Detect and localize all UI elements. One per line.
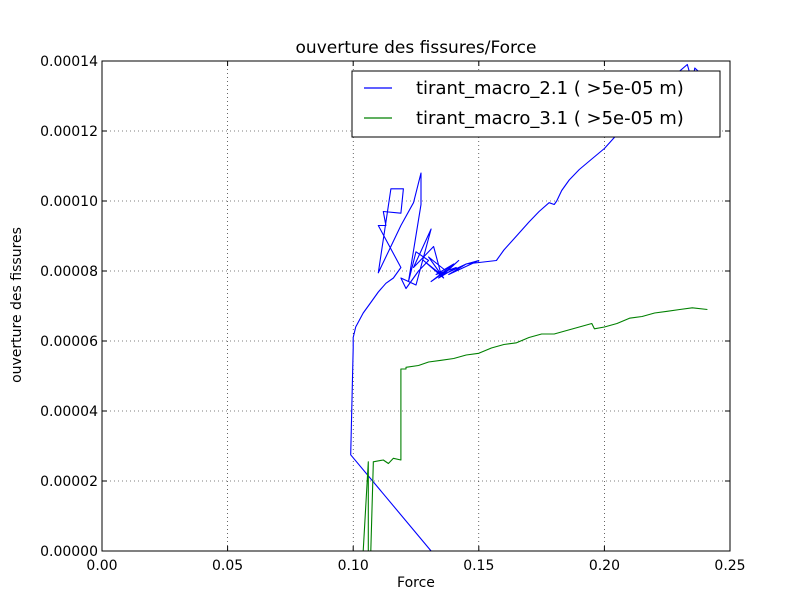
x-tick-label: 0.25 (714, 558, 745, 574)
y-tick-label: 0.00006 (40, 334, 98, 350)
x-tick-label: 0.20 (589, 558, 620, 574)
ticks: 0.00 0.05 0.10 0.15 0.20 0.25 0.00000 0.00002 0.… (40, 54, 745, 574)
y-tick-label: 0.00004 (40, 404, 98, 420)
legend-label-series-1: tirant_macro_2.1 ( >5e-05 m) (416, 78, 684, 99)
x-tick-label: 0.15 (463, 558, 494, 574)
x-tick-label: 0.10 (338, 558, 369, 574)
y-tick-label: 0.00010 (40, 194, 98, 210)
x-tick-label: 0.05 (212, 558, 243, 574)
x-tick-label: 0.00 (86, 558, 117, 574)
legend-label-series-2: tirant_macro_3.1 ( >5e-05 m) (416, 108, 684, 129)
y-tick-label: 0.00008 (40, 264, 98, 280)
x-axis-label: Force (397, 575, 435, 591)
y-tick-label: 0.00000 (40, 544, 98, 560)
y-axis-label: ouverture des fissures (9, 227, 25, 383)
plot-lines (350, 63, 708, 552)
series-line-1 (350, 63, 708, 552)
legend: tirant_macro_2.1 ( >5e-05 m) tirant_macr… (351, 70, 721, 138)
plot-frame (101, 60, 731, 552)
series-line-2 (362, 307, 708, 552)
y-tick-label: 0.00012 (40, 124, 98, 140)
grid (102, 61, 730, 551)
y-tick-label: 0.00002 (40, 474, 98, 490)
y-tick-label: 0.00014 (40, 54, 98, 70)
chart-title: ouverture des fissures/Force (296, 38, 537, 58)
legend-box (351, 70, 721, 138)
